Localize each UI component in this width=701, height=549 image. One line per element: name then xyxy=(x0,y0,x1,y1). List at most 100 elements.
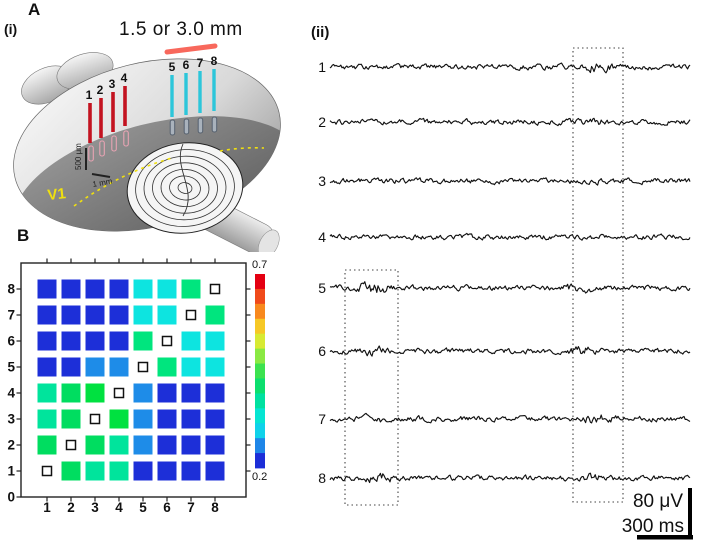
roi-dashed-box-left xyxy=(344,269,399,506)
heatmap-cell xyxy=(37,305,57,325)
x-tick-label: 6 xyxy=(163,500,171,515)
heatmap-cell xyxy=(109,409,129,429)
heatmap-cell xyxy=(109,435,129,455)
trace-waveform xyxy=(329,412,691,424)
voltage-scale-label: 80 μV xyxy=(633,491,683,512)
colorbar-segment xyxy=(255,274,265,290)
diagonal-marker xyxy=(89,413,101,425)
heatmap-cell xyxy=(157,409,177,429)
y-tick-label: 6 xyxy=(7,334,15,349)
y-tick-label: 3 xyxy=(7,412,15,427)
heatmap-cell xyxy=(37,435,57,455)
panel-a-sub-ii-label: (ii) xyxy=(311,24,330,41)
trace-row-3: 3 xyxy=(318,173,691,189)
trace-label: 3 xyxy=(318,173,326,189)
heatmap-cell xyxy=(61,357,81,377)
colorbar-segment xyxy=(255,423,265,439)
heatmap-cell xyxy=(61,461,81,481)
electrode-spacing-annotation: 1.5 or 3.0 mm xyxy=(119,19,243,40)
heatmap-cell xyxy=(133,383,153,403)
v1-border-dashed-line xyxy=(73,157,173,207)
surface-electrode-number: 6 xyxy=(183,58,190,72)
heatmap-cell xyxy=(85,305,105,325)
v1-border-dashed-line-right xyxy=(219,147,265,152)
heatmap-cell xyxy=(157,383,177,403)
voltage-scalebar xyxy=(688,488,692,538)
heatmap-cell xyxy=(133,435,153,455)
width-scalebar xyxy=(91,173,111,178)
roi-dashed-box-right xyxy=(572,47,624,503)
heatmap-cell xyxy=(61,409,81,429)
gyri-contour xyxy=(143,155,227,221)
heatmap-cell xyxy=(109,461,129,481)
colorbar-segment xyxy=(255,333,265,350)
trace-label: 8 xyxy=(318,470,326,486)
x-tick-label: 3 xyxy=(91,500,99,515)
trace-waveform xyxy=(329,117,691,127)
heatmap-cell xyxy=(181,409,201,429)
heatmap-cell xyxy=(109,331,129,351)
heatmap-cell xyxy=(157,357,177,377)
trace-row-2: 2 xyxy=(318,114,691,130)
heatmap-cell xyxy=(85,331,105,351)
trace-label: 4 xyxy=(318,229,326,245)
spacing-indicator-bar xyxy=(164,43,218,55)
gyri-midline xyxy=(179,143,189,217)
x-tick-label: 4 xyxy=(115,500,123,515)
trace-label: 2 xyxy=(318,114,326,130)
heatmap-cell xyxy=(85,279,105,299)
panel-a-sub-i-label: (i) xyxy=(4,21,18,37)
heatmap-cell xyxy=(85,357,105,377)
trace-row-5: 5 xyxy=(318,280,691,296)
operculum-gyri xyxy=(126,142,244,234)
trace-row-8: 8 xyxy=(318,470,691,486)
surface-electrode-tip-outline xyxy=(197,117,204,134)
trace-label: 6 xyxy=(318,343,326,359)
heatmap-cell xyxy=(109,357,129,377)
heatmap-cell xyxy=(133,331,153,351)
x-tick-label: 1 xyxy=(43,500,51,515)
depth-scalebar-label: 500 μm xyxy=(74,143,83,170)
diagonal-marker xyxy=(41,465,53,477)
panel-a-label: A xyxy=(28,0,41,19)
trace-row-6: 6 xyxy=(318,343,691,359)
surface-electrode-tip-outline xyxy=(169,119,176,136)
heatmap-cell xyxy=(181,383,201,403)
y-tick-label: 5 xyxy=(7,360,15,375)
width-scalebar-label: 1 mm xyxy=(92,177,114,189)
heatmap-cell xyxy=(109,305,129,325)
lfp-traces-panel: 1 2 3 4 5 6 7 8 80 μV 300 ms xyxy=(318,47,693,540)
colorbar-min-label: 0.2 xyxy=(252,471,267,483)
heatmap-cell xyxy=(205,435,225,455)
heatmap-cell xyxy=(181,435,201,455)
y-tick-label: 8 xyxy=(7,282,15,297)
panel-b-label: B xyxy=(17,226,30,245)
colorbar-segment xyxy=(255,303,265,320)
heatmap-cell xyxy=(157,305,177,325)
trace-waveform xyxy=(329,472,691,484)
colorbar-segment xyxy=(255,378,265,394)
trace-row-7: 7 xyxy=(318,411,691,427)
time-scale-label: 300 ms xyxy=(622,516,684,537)
heatmap-cell xyxy=(157,279,177,299)
heatmap-cell xyxy=(61,383,81,403)
heatmap-cell xyxy=(61,305,81,325)
surface-electrode-number: 5 xyxy=(169,60,176,74)
trace-row-4: 4 xyxy=(318,229,691,245)
surface-electrode-tip-outline xyxy=(183,118,190,135)
heatmap-cell xyxy=(37,357,57,377)
colorbar-segment xyxy=(255,318,265,335)
heatmap-cell xyxy=(181,279,201,299)
y-tick-label: 0 xyxy=(7,490,15,505)
deep-electrode-tip-outline xyxy=(88,145,94,162)
correlation-heatmap: 1 2 3 4 5 6 7 8 0 1 2 3 4 5 6 7 8 0.7 0.2 xyxy=(7,258,267,515)
deep-electrode-number: 1 xyxy=(86,88,93,102)
colorbar-segment xyxy=(255,348,265,364)
heatmap-cell xyxy=(133,305,153,325)
colorbar-segment xyxy=(255,453,265,469)
v1-region-label: V1 xyxy=(47,185,67,204)
brain-illustration: V1 1 2 3 4 5 6 7 8 500 μm 1 mm xyxy=(13,43,299,252)
heatmap-cell xyxy=(133,461,153,481)
surface-electrode-tip-outline xyxy=(211,116,218,133)
